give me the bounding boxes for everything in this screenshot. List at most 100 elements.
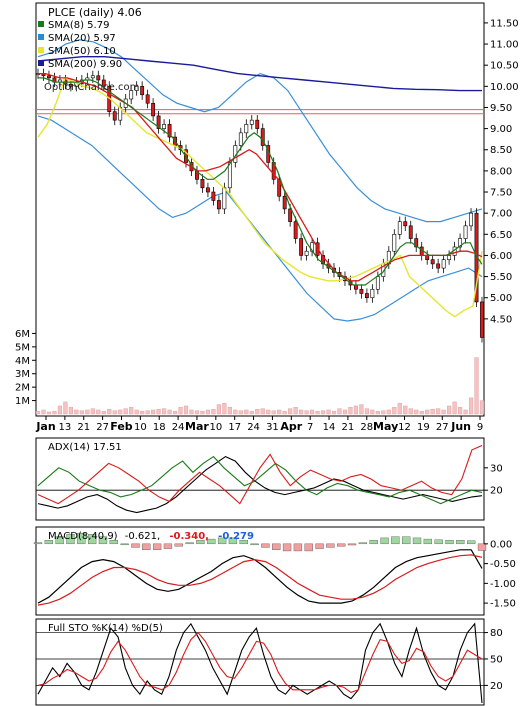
macd-histogram-bar [293,543,303,552]
macd-histogram-bar [358,542,368,545]
y-tick-label: 0.00 [490,539,512,550]
macd-histogram-bar [55,536,64,545]
x-tick-label: 7 [307,422,313,433]
candle-body [47,75,51,79]
volume-bar [309,409,315,415]
volume-bar [315,411,320,415]
volume-bar [249,411,254,415]
candle-body [469,212,473,227]
price-panel: 11.50 11.00 10.50 10.00 9.50 9.00 8.50 8.00 7.50… [15,2,519,433]
y-tick-label: 10.50 [490,61,519,72]
macd-histogram-bar [163,543,173,549]
macd-histogram-bar [304,543,313,552]
svg-text:MACD(8,40,9) -0.621,: MACD(8,40,9) -0.621, -0.340, -0.279 [48,531,254,542]
macd-histogram-bar [98,536,108,545]
volume-bar [282,411,287,415]
candle-body [282,195,287,210]
stochastic-panel: 80 50 20 Full STO %K(14) %D(5) [35,618,503,706]
volume-bar [96,409,101,415]
volume-bar [41,409,46,415]
candle-body [354,284,358,290]
volume-bar [326,409,331,415]
stochastic-series-pctk-line [37,622,483,704]
volume-bar [408,408,413,415]
x-tick-label: 17 [228,422,241,433]
volume-bar [107,409,112,415]
macd-histogram-bar [326,543,335,548]
volume-bar [129,407,134,415]
candle-body [364,293,369,299]
candle-body [227,162,232,189]
y-tick-label: 6.50 [490,230,512,241]
y-tick-label: 20 [490,486,503,497]
macd-histogram-bar [120,543,129,546]
watermark: OptionChance.com [44,82,139,93]
bollinger-lower-line [37,115,483,322]
volume-bar [452,401,457,415]
volume-bar [145,410,150,415]
volume-bar [392,407,397,415]
volume-bar [79,410,84,415]
legend-swatch [38,34,44,40]
bollinger-upper-line [37,39,483,223]
candle-body [288,208,293,222]
volume-bar [46,411,52,415]
legend-label: SMA(200) 9.90 [48,59,122,70]
x-tick-label: Mar [185,420,209,433]
volume-bar [222,403,227,415]
volume-bar [183,405,189,415]
y-tick-label: 5.50 [490,272,512,283]
candle-body [156,115,161,129]
sma8-line [38,77,483,286]
volume-bar [260,408,265,415]
volume-bar [277,409,282,415]
macd-histogram-bar [77,532,86,545]
volume-bar [57,405,63,415]
macd-histogram-bar [282,543,292,552]
volume-bar [194,410,200,415]
candle-body [408,225,413,239]
y-tick-label: -0.50 [490,559,516,570]
volume-bar [436,408,441,415]
volume-bar [211,409,216,415]
macd-histogram-bar [272,543,281,550]
volume-bar [151,409,156,415]
y-tick-label: 80 [490,628,503,639]
y-tick-label: 8.50 [490,145,512,156]
volume-bar [85,409,90,415]
volume-bar [359,404,364,415]
x-tick-label: 19 [417,422,430,433]
y-tick-label: 10.00 [490,82,519,93]
volume-bar [447,405,452,415]
y-tick-label: 4.50 [490,314,512,325]
candle-body [167,124,172,138]
candle-body [255,119,260,129]
macd-histogram-bar [152,543,162,550]
candle-body [359,288,364,294]
y-tick-label: 7.00 [490,209,512,220]
adx-series-adx-line [37,455,483,514]
y-tick-label: -1.50 [490,599,516,610]
macd-histogram-bar [445,540,454,545]
candle-body [277,179,282,197]
stochastic-series-pctd-line [37,631,483,694]
x-tick-label: Jan [35,420,55,433]
volume-bar [178,407,183,415]
macd-histogram-bar [87,534,97,545]
volume-bar [479,400,485,415]
candle-body [299,238,304,256]
candle-body [392,234,397,252]
volume-tick-label: 1M [15,396,30,407]
x-tick-label: 18 [153,422,166,433]
macd-histogram-bar [142,543,151,550]
candle-body [140,86,145,96]
volume-bar [90,408,95,415]
adx-title: ADX(14) 17.51 [48,442,122,453]
x-tick-label: Feb [110,420,133,433]
candle-body [441,259,446,269]
x-tick-label: Apr [280,420,302,433]
y-tick-label: 11.50 [490,18,519,29]
x-tick-label: 31 [266,422,279,433]
y-tick-label: 50 [490,654,503,665]
candle-body [458,238,462,248]
